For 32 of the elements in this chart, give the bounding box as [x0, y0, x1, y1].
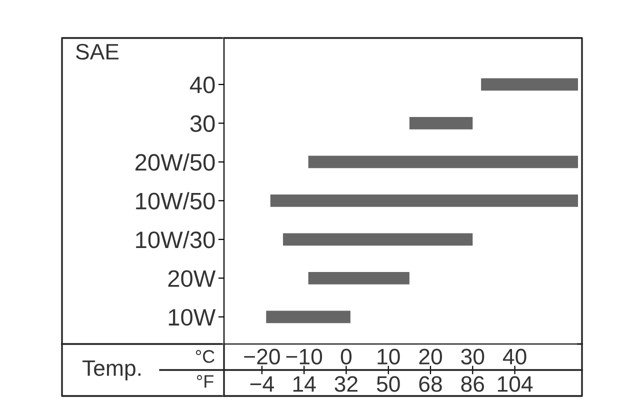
x-tick-label: −20: [244, 348, 280, 364]
bar: [283, 233, 473, 246]
bar: [481, 78, 578, 91]
x2-axis-title: °F: [196, 375, 214, 388]
y-tick-label: 10W: [168, 308, 216, 326]
y-tick-label: 30: [190, 115, 215, 132]
bar: [266, 310, 350, 324]
x-tick-label: 0: [340, 348, 352, 364]
y-axis-title: SAE: [76, 44, 119, 60]
x2-tick-label: 14: [293, 376, 316, 392]
y-tick-label: 10W/50: [136, 192, 215, 210]
text: Temp.: [82, 360, 140, 380]
x2-tick-label: −4: [250, 376, 274, 392]
x-tick-label: 10: [378, 348, 400, 364]
bar: [308, 156, 578, 168]
x-axis-title: °C: [196, 350, 214, 363]
bar: [270, 194, 578, 207]
x-tick-label: −10: [286, 348, 322, 364]
bar: [409, 117, 473, 130]
bar: [308, 272, 410, 284]
x2-tick-label: 68: [419, 376, 442, 392]
x2-tick-label: 50: [376, 376, 400, 392]
y-tick-label: 20W: [168, 270, 216, 287]
y-tick-label: 40: [190, 76, 215, 94]
x-tick-label: 20: [419, 348, 442, 364]
x2-tick-label: 32: [334, 376, 358, 392]
y-tick-label: 20W/50: [135, 153, 215, 171]
x2-tick-label: 104: [498, 376, 533, 392]
x-tick-label: 30: [461, 348, 484, 364]
x-tick-label: 40: [502, 348, 526, 364]
x2-tick-label: 86: [461, 376, 484, 392]
y-tick-label: 10W/30: [136, 230, 215, 248]
